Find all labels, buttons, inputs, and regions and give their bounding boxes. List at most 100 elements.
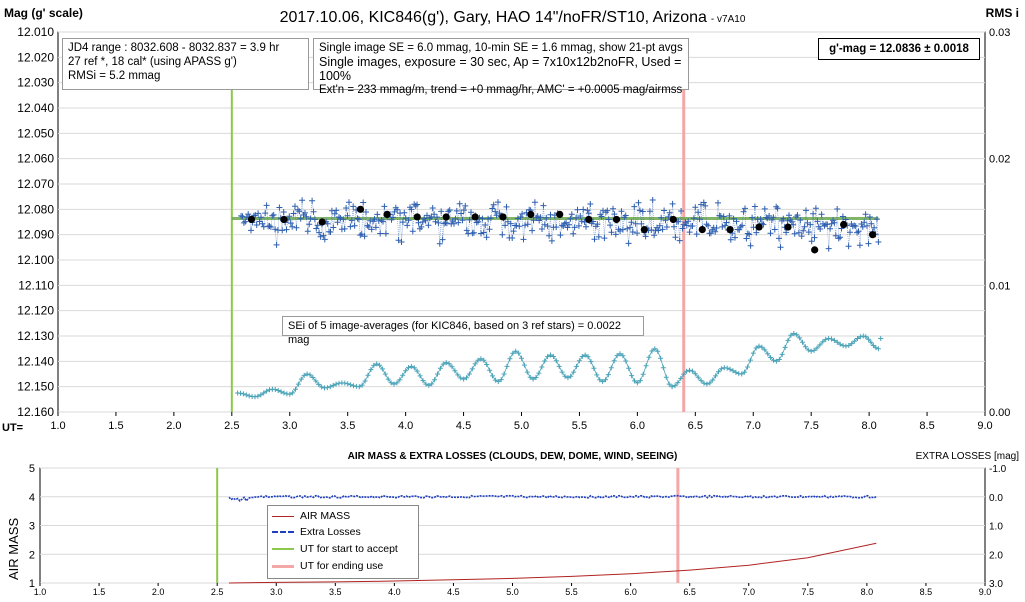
x-tick-label: 7.0 <box>746 420 761 432</box>
single-image-point <box>574 206 581 213</box>
single-image-point <box>770 214 777 221</box>
single-image-point <box>429 205 436 211</box>
single-image-point <box>330 224 337 231</box>
rms-point <box>469 366 475 372</box>
average-point <box>869 231 877 239</box>
rms-point <box>484 362 490 367</box>
rms-point <box>605 372 611 378</box>
rms-point <box>403 368 409 374</box>
average-point <box>442 213 450 221</box>
legend-swatch-start <box>272 548 294 550</box>
rms-point <box>565 375 571 381</box>
x-tick-label: 8.5 <box>919 420 934 432</box>
rms-point <box>701 380 707 386</box>
rms-point <box>362 378 368 384</box>
extinction-line: Ext'n = 233 mmag/m, trend = +0 mmag/hr, … <box>319 84 683 96</box>
rms-point <box>742 369 748 375</box>
rms-point <box>666 381 672 387</box>
rms-point <box>562 373 568 379</box>
single-image-point <box>344 212 351 219</box>
single-image-point <box>499 231 506 238</box>
single-image-point <box>713 225 720 231</box>
rms-point <box>313 378 319 384</box>
rms-point <box>359 382 365 388</box>
single-image-point <box>824 221 831 228</box>
airmass-line <box>228 542 877 584</box>
single-image-point <box>382 230 389 237</box>
single-image-point <box>722 222 729 229</box>
x-tick-label: 6.5 <box>688 420 703 432</box>
single-image-point <box>575 222 582 229</box>
rms-point <box>643 363 649 369</box>
rms-point <box>689 368 695 374</box>
single-image-point <box>381 203 388 210</box>
single-image-point <box>625 240 632 247</box>
rms-point <box>475 357 481 363</box>
lower-x-tick-label: 9.0 <box>979 587 992 597</box>
single-image-point <box>610 205 616 212</box>
single-image-point <box>591 236 598 243</box>
single-image-point <box>341 225 348 232</box>
single-image-point <box>661 207 668 214</box>
rms-point <box>730 368 736 374</box>
lower-x-tick-label: 3.0 <box>270 587 283 597</box>
single-image-point <box>299 197 306 204</box>
rms-point <box>351 383 356 389</box>
single-image-point <box>530 217 537 224</box>
single-image-point <box>306 221 313 228</box>
single-image-point <box>337 215 344 221</box>
rms-point <box>327 384 333 390</box>
single-image-point <box>432 218 439 225</box>
rms-point <box>443 360 449 366</box>
single-image-point <box>310 208 317 215</box>
single-image-point <box>832 232 839 239</box>
single-image-point <box>842 216 849 223</box>
single-image-point <box>740 208 747 215</box>
rms-point <box>759 344 765 350</box>
x-tick-label: 2.0 <box>166 420 181 432</box>
single-image-point <box>548 237 555 244</box>
single-image-point <box>827 225 834 232</box>
rms-point <box>258 392 264 398</box>
single-image-point <box>248 227 254 234</box>
single-image-point <box>747 242 754 249</box>
rms-point <box>791 331 797 336</box>
rms-point <box>501 371 507 377</box>
single-image-point <box>492 208 499 215</box>
single-image-point <box>280 209 287 215</box>
lower-y2-tick-label: 1.0 <box>989 522 1003 533</box>
single-image-point <box>567 215 574 222</box>
legend-item-start: UT for start to accept <box>272 542 398 556</box>
x-tick-label: 1.5 <box>108 420 123 432</box>
single-image-point <box>516 223 523 230</box>
single-image-point <box>695 209 702 216</box>
single-image-point <box>666 209 673 216</box>
rms-point <box>588 359 594 365</box>
y-tick-label: 12.070 <box>17 177 54 191</box>
single-image-point <box>594 221 601 228</box>
rms-point <box>817 342 823 348</box>
single-image-point <box>601 235 608 242</box>
rms-point <box>626 365 632 371</box>
single-image-point <box>847 229 853 236</box>
single-image-point <box>519 210 526 217</box>
single-image-point <box>240 219 247 226</box>
single-image-point <box>303 213 310 220</box>
rms-point <box>574 363 579 369</box>
legend-label: Extra Losses <box>300 526 361 538</box>
lower-x-tick-label: 4.5 <box>447 587 460 597</box>
single-image-point <box>446 207 453 214</box>
rms-point <box>579 354 585 359</box>
rms-point <box>374 361 380 367</box>
single-image-point <box>814 218 821 225</box>
single-image-point <box>642 233 649 240</box>
rms-point <box>426 382 432 388</box>
single-image-point <box>685 218 692 225</box>
rms-point <box>837 341 843 347</box>
rms-point <box>863 334 869 340</box>
single-image-point <box>817 226 824 232</box>
single-image-point <box>343 205 350 211</box>
single-image-point <box>607 222 614 229</box>
average-point <box>784 223 792 231</box>
single-image-point <box>540 202 547 209</box>
